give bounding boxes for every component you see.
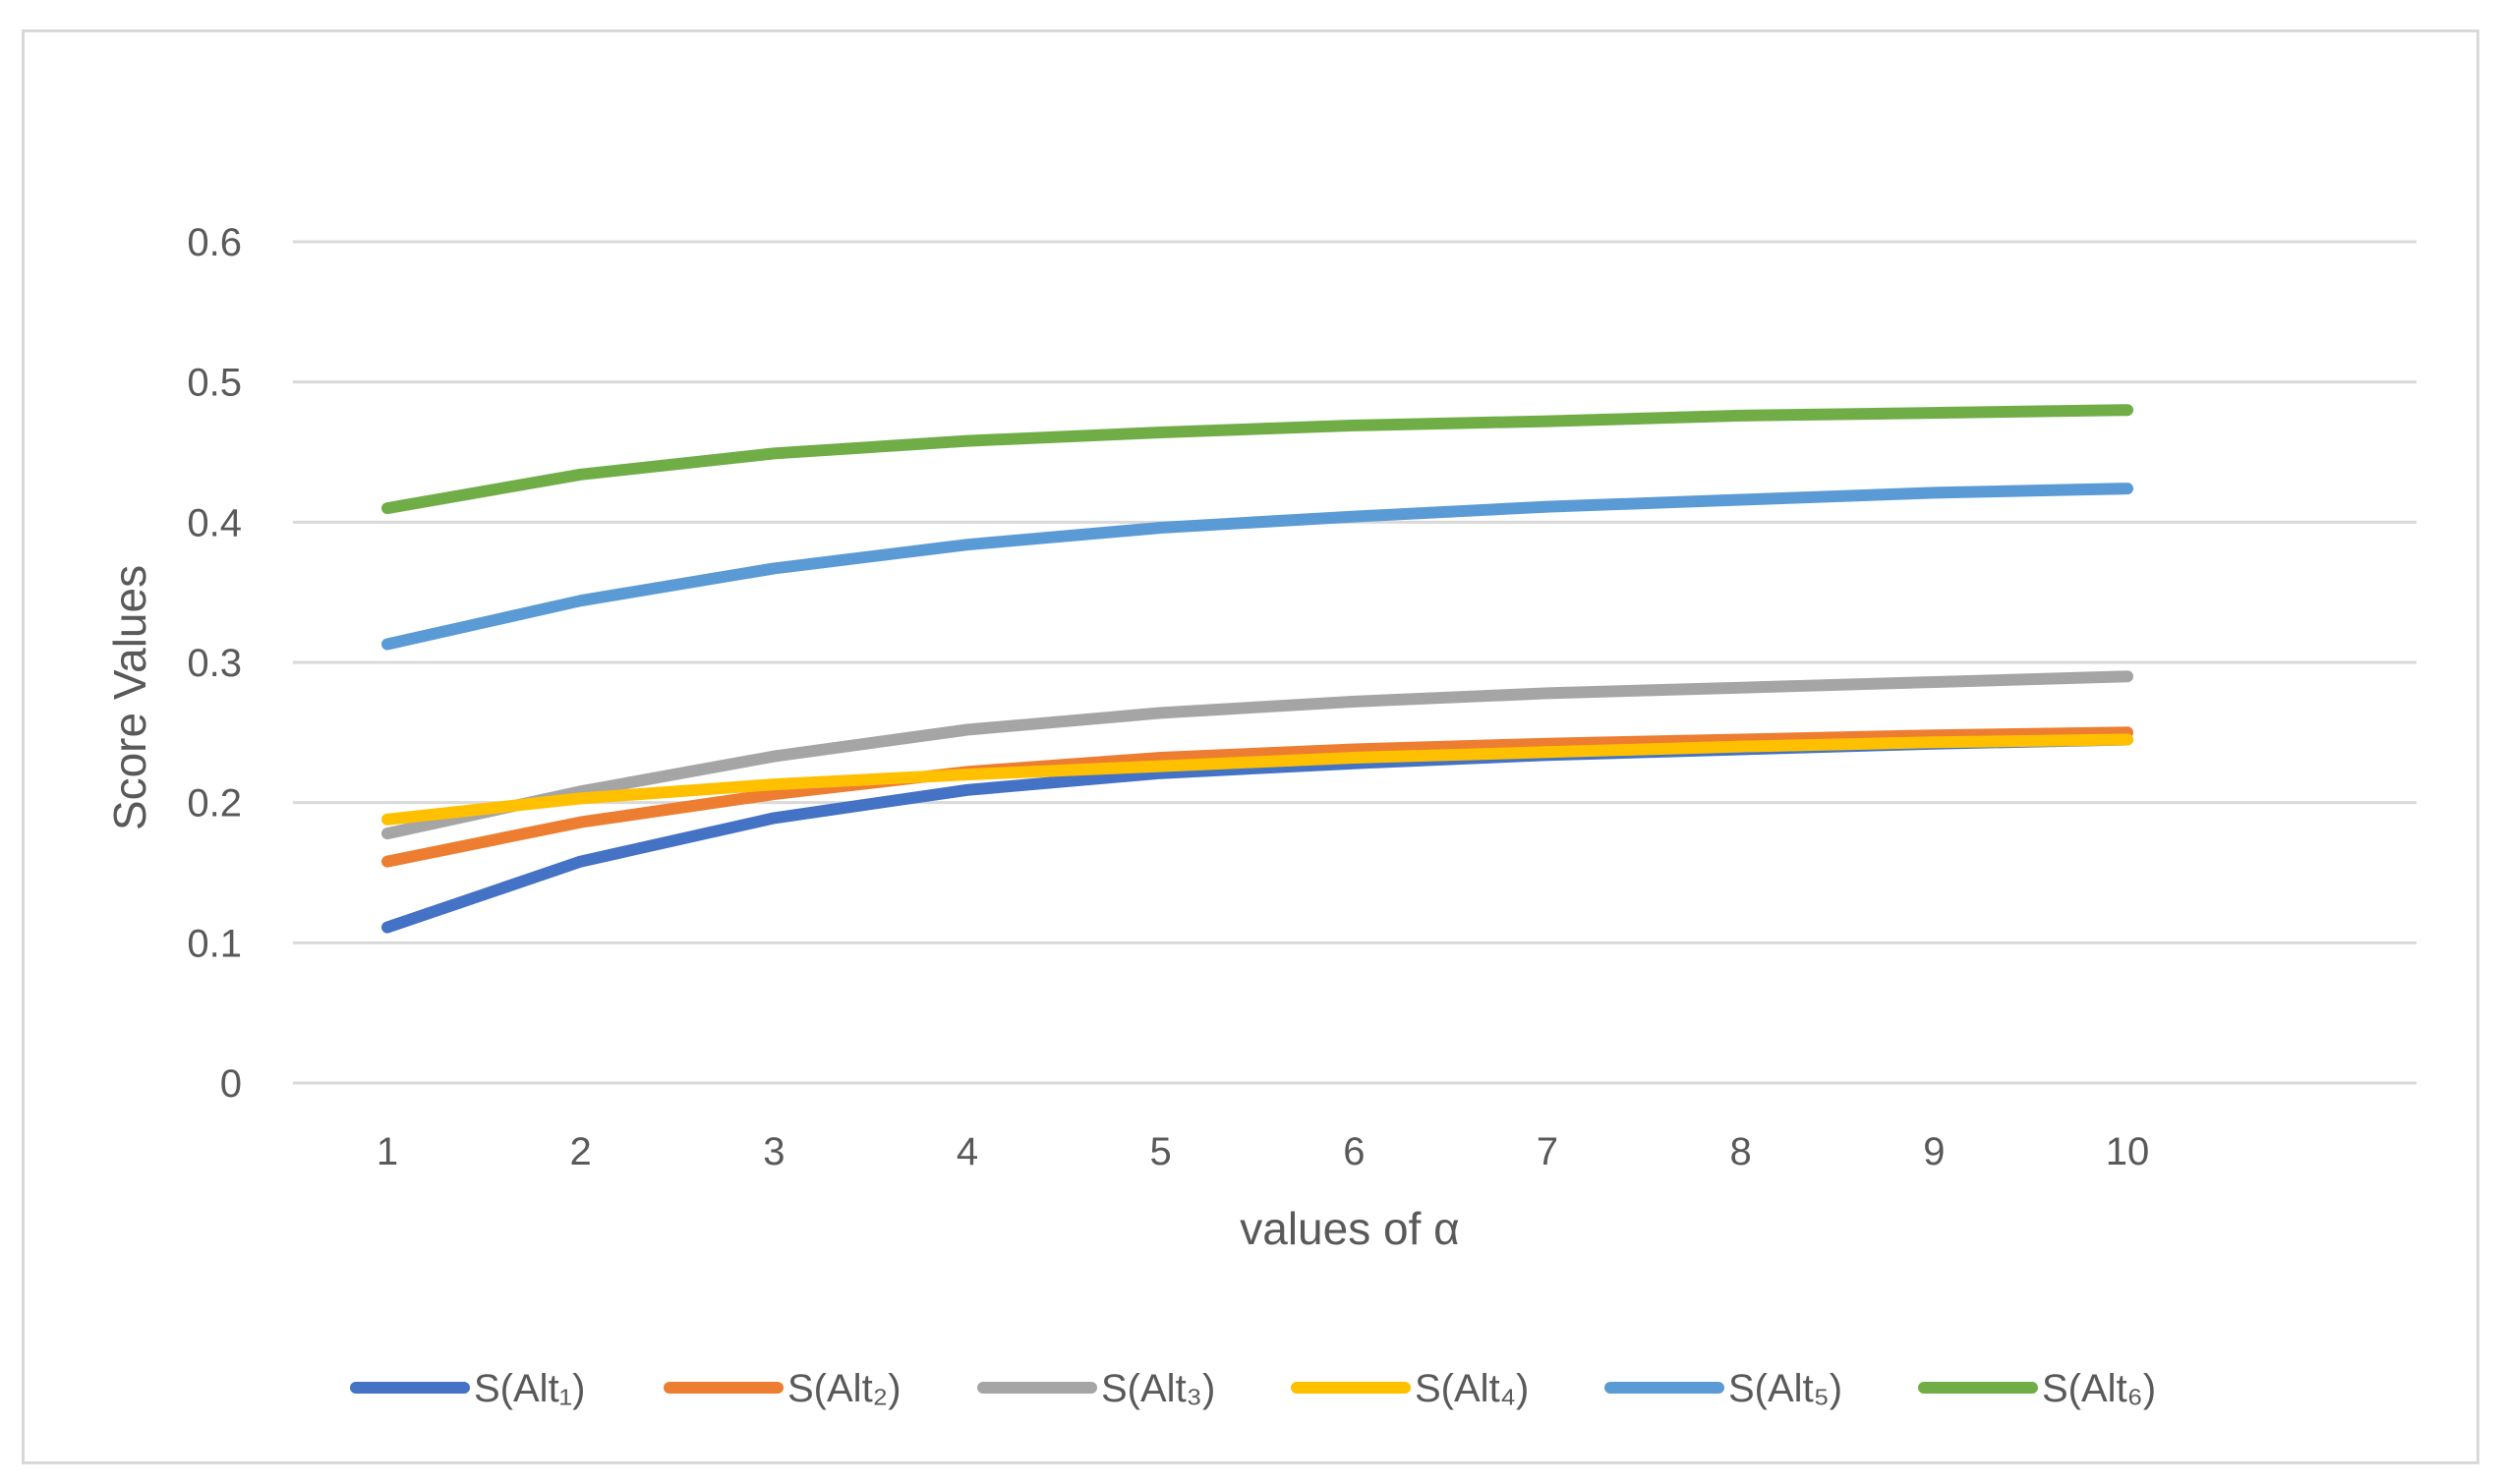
chart-frame: [22, 29, 2479, 1464]
series-line-alt4: [381, 733, 2133, 826]
x-axis-ticks: 1 2 3 4 5 6 7 8 9 10: [377, 1130, 2149, 1173]
y-axis-ticks: 0 0.1 0.2 0.3 0.4 0.5 0.6: [187, 221, 242, 1106]
x-tick-label: 9: [1923, 1130, 1945, 1173]
y-tick-label: 0.1: [187, 922, 242, 965]
y-tick-label: 0: [220, 1062, 242, 1106]
series-lines: [381, 404, 2133, 934]
gridlines: [293, 240, 2416, 1085]
legend-item-alt2[interactable]: S(Alt₂): [664, 1367, 902, 1410]
legend-item-alt4[interactable]: S(Alt₄): [1291, 1367, 1529, 1410]
y-tick-label: 0.3: [187, 642, 242, 685]
legend-label: S(Alt₄): [1415, 1367, 1529, 1410]
y-tick-label: 0.2: [187, 782, 242, 826]
legend-item-alt6[interactable]: S(Alt₆): [1918, 1367, 2156, 1410]
legend-item-alt3[interactable]: S(Alt₃): [977, 1367, 1215, 1410]
series-line-alt2: [381, 726, 2133, 868]
y-axis-title: Score Values: [104, 565, 155, 830]
y-tick-label: 0.6: [187, 221, 242, 264]
x-tick-label: 7: [1537, 1130, 1558, 1173]
series-line-alt5: [381, 483, 2133, 651]
x-tick-label: 8: [1730, 1130, 1752, 1173]
legend-label: S(Alt₁): [474, 1367, 586, 1410]
x-tick-label: 6: [1343, 1130, 1365, 1173]
x-tick-label: 2: [570, 1130, 592, 1173]
x-tick-label: 10: [2106, 1130, 2150, 1173]
y-tick-label: 0.4: [187, 501, 242, 544]
legend-label: S(Alt₃): [1101, 1367, 1215, 1410]
x-tick-label: 4: [957, 1130, 978, 1173]
legend-item-alt5[interactable]: S(Alt₅): [1604, 1367, 1842, 1410]
x-tick-label: 1: [377, 1130, 398, 1173]
x-axis-title: values of α: [1240, 1203, 1460, 1254]
legend: S(Alt₁) S(Alt₂) S(Alt₃) S(Alt₄) S(Alt₅) S(Alt…: [350, 1367, 2156, 1410]
y-tick-label: 0.5: [187, 362, 242, 405]
series-line-alt6: [381, 404, 2133, 515]
legend-label: S(Alt₅): [1728, 1367, 1842, 1410]
x-tick-label: 5: [1150, 1130, 1172, 1173]
legend-label: S(Alt₆): [2042, 1367, 2156, 1410]
x-tick-label: 3: [763, 1130, 785, 1173]
legend-item-alt1[interactable]: S(Alt₁): [350, 1367, 586, 1410]
legend-label: S(Alt₂): [787, 1367, 902, 1410]
series-line-alt3: [381, 670, 2133, 840]
